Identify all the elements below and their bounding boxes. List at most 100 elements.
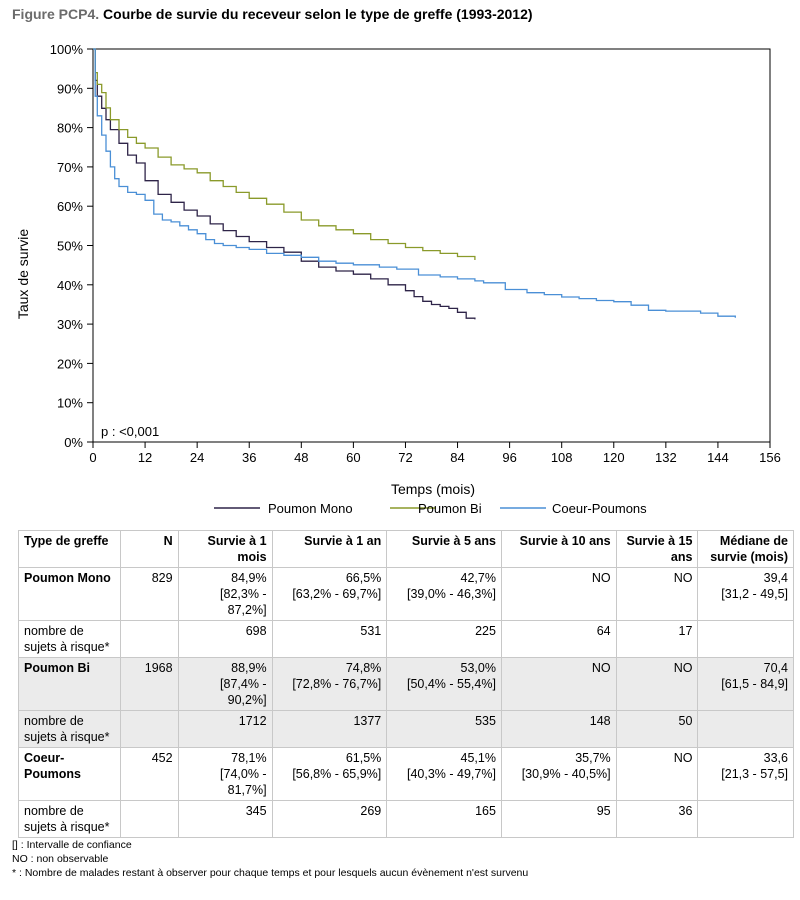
table-row: nombre de sujets à risque* 345 269 165 95 36	[18, 800, 794, 838]
confidence-interval: [87,4% - 90,2%]	[220, 677, 267, 707]
survival-value: 45,1%	[460, 751, 496, 765]
y-tick-label: 70%	[57, 160, 83, 175]
confidence-interval: [30,9% - 40,5%]	[521, 767, 611, 781]
survival-value: 53,0%	[460, 661, 496, 675]
x-tick-label: 24	[190, 450, 204, 465]
x-tick-label: 60	[346, 450, 360, 465]
survival-value: 42,7%	[460, 571, 496, 585]
axes: 0 12 24 36 48 60 72 84 96 108 120 132 144 156 0% 10% 20%…	[50, 42, 781, 465]
survival-cell: 53,0% [50,4% - 55,4%]	[386, 657, 502, 711]
group-n: 452	[119, 747, 179, 801]
x-tick-label: 144	[707, 450, 729, 465]
empty-cell	[119, 800, 179, 838]
survival-value: 33,6	[763, 751, 788, 765]
risk-value: 531	[271, 620, 388, 658]
survival-cell: 42,7% [39,0% - 46,3%]	[386, 567, 502, 621]
table-header-cell: N	[119, 530, 179, 568]
y-tick-label: 30%	[57, 317, 83, 332]
table-header-cell: Survie à 5 ans	[386, 530, 502, 568]
table-header-cell: Médiane de survie (mois)	[697, 530, 794, 568]
table-header-cell: Survie à 10 ans	[500, 530, 617, 568]
note-risk: * : Nombre de malades restant à observer…	[12, 867, 529, 879]
legend: Poumon Mono Poumon Bi Coeur-Poumons	[214, 501, 647, 516]
risk-value: 148	[500, 710, 617, 748]
risk-value: 269	[271, 800, 388, 838]
confidence-interval: [39,0% - 46,3%]	[407, 587, 496, 601]
y-tick-label: 60%	[57, 199, 83, 214]
confidence-interval: [72,8% - 76,7%]	[292, 677, 382, 691]
x-tick-label: 0	[89, 450, 96, 465]
table-header-cell: Type de greffe	[18, 530, 121, 568]
risk-value: 698	[177, 620, 273, 658]
risk-value: 1377	[271, 710, 388, 748]
survival-cell: NO	[500, 657, 617, 711]
table-header-cell: Survie à 1 an	[271, 530, 388, 568]
survival-value: 74,8%	[345, 661, 382, 675]
empty-cell	[697, 710, 794, 748]
x-tick-label: 120	[603, 450, 625, 465]
survival-cell: 66,5% [63,2% - 69,7%]	[271, 567, 388, 621]
x-tick-label: 132	[655, 450, 677, 465]
confidence-interval: [56,8% - 65,9%]	[292, 767, 382, 781]
risk-value: 64	[500, 620, 617, 658]
legend-label: Poumon Mono	[268, 501, 353, 516]
survival-value: 39,4	[763, 571, 788, 585]
empty-cell	[697, 800, 794, 838]
y-tick-label: 80%	[57, 121, 83, 136]
table-row: Poumon Mono 829 84,9% [82,3% - 87,2%] 66,5% […	[18, 567, 794, 621]
risk-value: 225	[386, 620, 502, 658]
x-tick-label: 96	[502, 450, 516, 465]
x-tick-label: 72	[398, 450, 412, 465]
y-tick-label: 100%	[50, 42, 84, 57]
survival-value: 84,9%	[231, 571, 267, 585]
x-tick-label: 84	[450, 450, 464, 465]
survival-table: Type de greffe N Survie à 1 mois Survie à 1…	[18, 530, 794, 838]
risk-value: 1712	[177, 710, 273, 748]
table-row: Coeur-Poumons 452 78,1% [74,0% - 81,7%] 61,5…	[18, 747, 794, 801]
group-name: Poumon Bi	[18, 657, 121, 711]
survival-cell: NO	[615, 567, 699, 621]
x-tick-label: 36	[242, 450, 256, 465]
survival-cell: 33,6 [21,3 - 57,5]	[697, 747, 794, 801]
survival-cell: 84,9% [82,3% - 87,2%]	[177, 567, 273, 621]
survival-cell: 88,9% [87,4% - 90,2%]	[177, 657, 273, 711]
confidence-interval: [31,2 - 49,5]	[721, 587, 788, 601]
table-row: nombre de sujets à risque* 698 531 225 64 17	[18, 620, 794, 658]
survival-cell: 39,4 [31,2 - 49,5]	[697, 567, 794, 621]
empty-cell	[119, 620, 179, 658]
survival-chart: 0 12 24 36 48 60 72 84 96 108 120 132 144 156 0% 10% 20%…	[15, 42, 781, 516]
risk-value: 17	[615, 620, 699, 658]
table-header-cell: Survie à 15 ans	[615, 530, 699, 568]
table-row: nombre de sujets à risque* 1712 1377 535 148…	[18, 710, 794, 748]
survival-value: NO	[591, 661, 611, 675]
y-tick-label: 90%	[57, 81, 83, 96]
group-n: 829	[119, 567, 179, 621]
y-tick-label: 20%	[57, 356, 83, 371]
legend-label: Coeur-Poumons	[552, 501, 647, 516]
survival-value: NO	[673, 571, 693, 585]
series-lines	[93, 48, 736, 320]
x-axis-label: Temps (mois)	[391, 481, 475, 497]
figure-title-text: Courbe de survie du receveur selon le ty…	[103, 6, 533, 22]
confidence-interval: [74,0% - 81,7%]	[220, 767, 267, 797]
survival-value: 78,1%	[231, 751, 267, 765]
survival-value: 70,4	[763, 661, 788, 675]
survival-value: 35,7%	[575, 751, 611, 765]
survival-value: 88,9%	[231, 661, 267, 675]
survival-cell: NO	[615, 657, 699, 711]
note-no: NO : non observable	[12, 853, 109, 865]
x-tick-label: 12	[138, 450, 152, 465]
y-tick-label: 40%	[57, 278, 83, 293]
group-name: Poumon Mono	[18, 567, 121, 621]
p-value-annotation: p : <0,001	[101, 424, 159, 439]
footnotes: [] : Intervalle de confiance NO : non ob…	[12, 838, 528, 880]
risk-value: 36	[615, 800, 699, 838]
risk-label: nombre de sujets à risque*	[18, 800, 121, 838]
empty-cell	[697, 620, 794, 658]
confidence-interval: [82,3% - 87,2%]	[220, 587, 267, 617]
confidence-interval: [63,2% - 69,7%]	[292, 587, 382, 601]
survival-value: NO	[673, 751, 693, 765]
group-name: Coeur-Poumons	[18, 747, 121, 801]
risk-label: nombre de sujets à risque*	[18, 710, 121, 748]
y-tick-label: 50%	[57, 239, 83, 254]
